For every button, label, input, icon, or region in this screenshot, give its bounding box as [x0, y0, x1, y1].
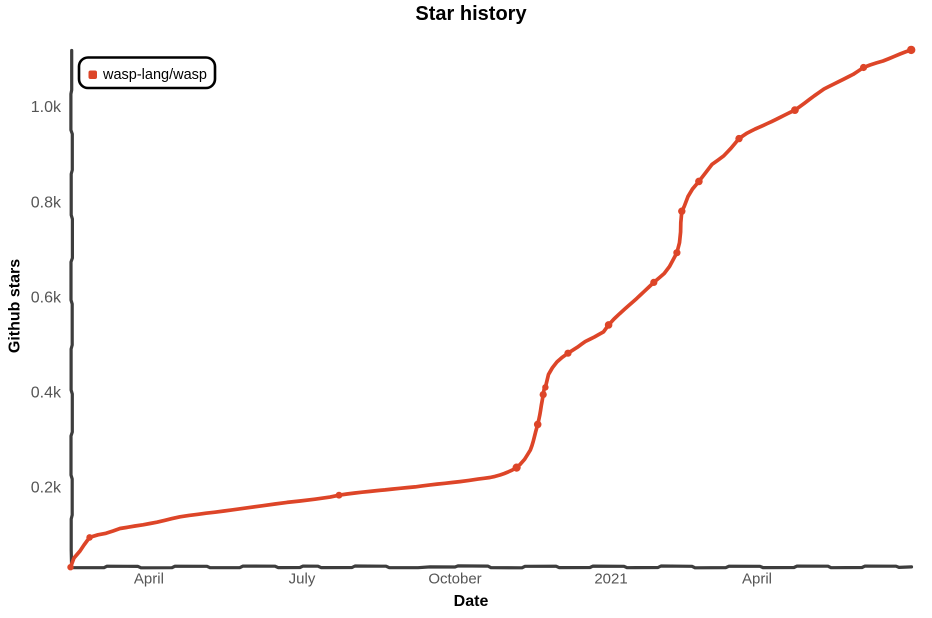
svg-text:Star history: Star history [415, 3, 527, 25]
svg-text:2021: 2021 [594, 571, 627, 588]
svg-text:0.2k: 0.2k [31, 480, 62, 497]
svg-text:0.6k: 0.6k [31, 289, 62, 306]
svg-text:wasp-lang/wasp: wasp-lang/wasp [102, 67, 207, 83]
svg-text:April: April [742, 571, 772, 588]
svg-text:1.0k: 1.0k [31, 99, 62, 116]
svg-text:July: July [289, 571, 316, 588]
svg-text:0.8k: 0.8k [31, 194, 62, 211]
svg-text:April: April [134, 571, 164, 588]
svg-text:0.4k: 0.4k [31, 385, 62, 402]
svg-text:Github stars: Github stars [7, 259, 24, 353]
svg-text:Date: Date [454, 593, 489, 610]
svg-text:October: October [428, 571, 481, 588]
